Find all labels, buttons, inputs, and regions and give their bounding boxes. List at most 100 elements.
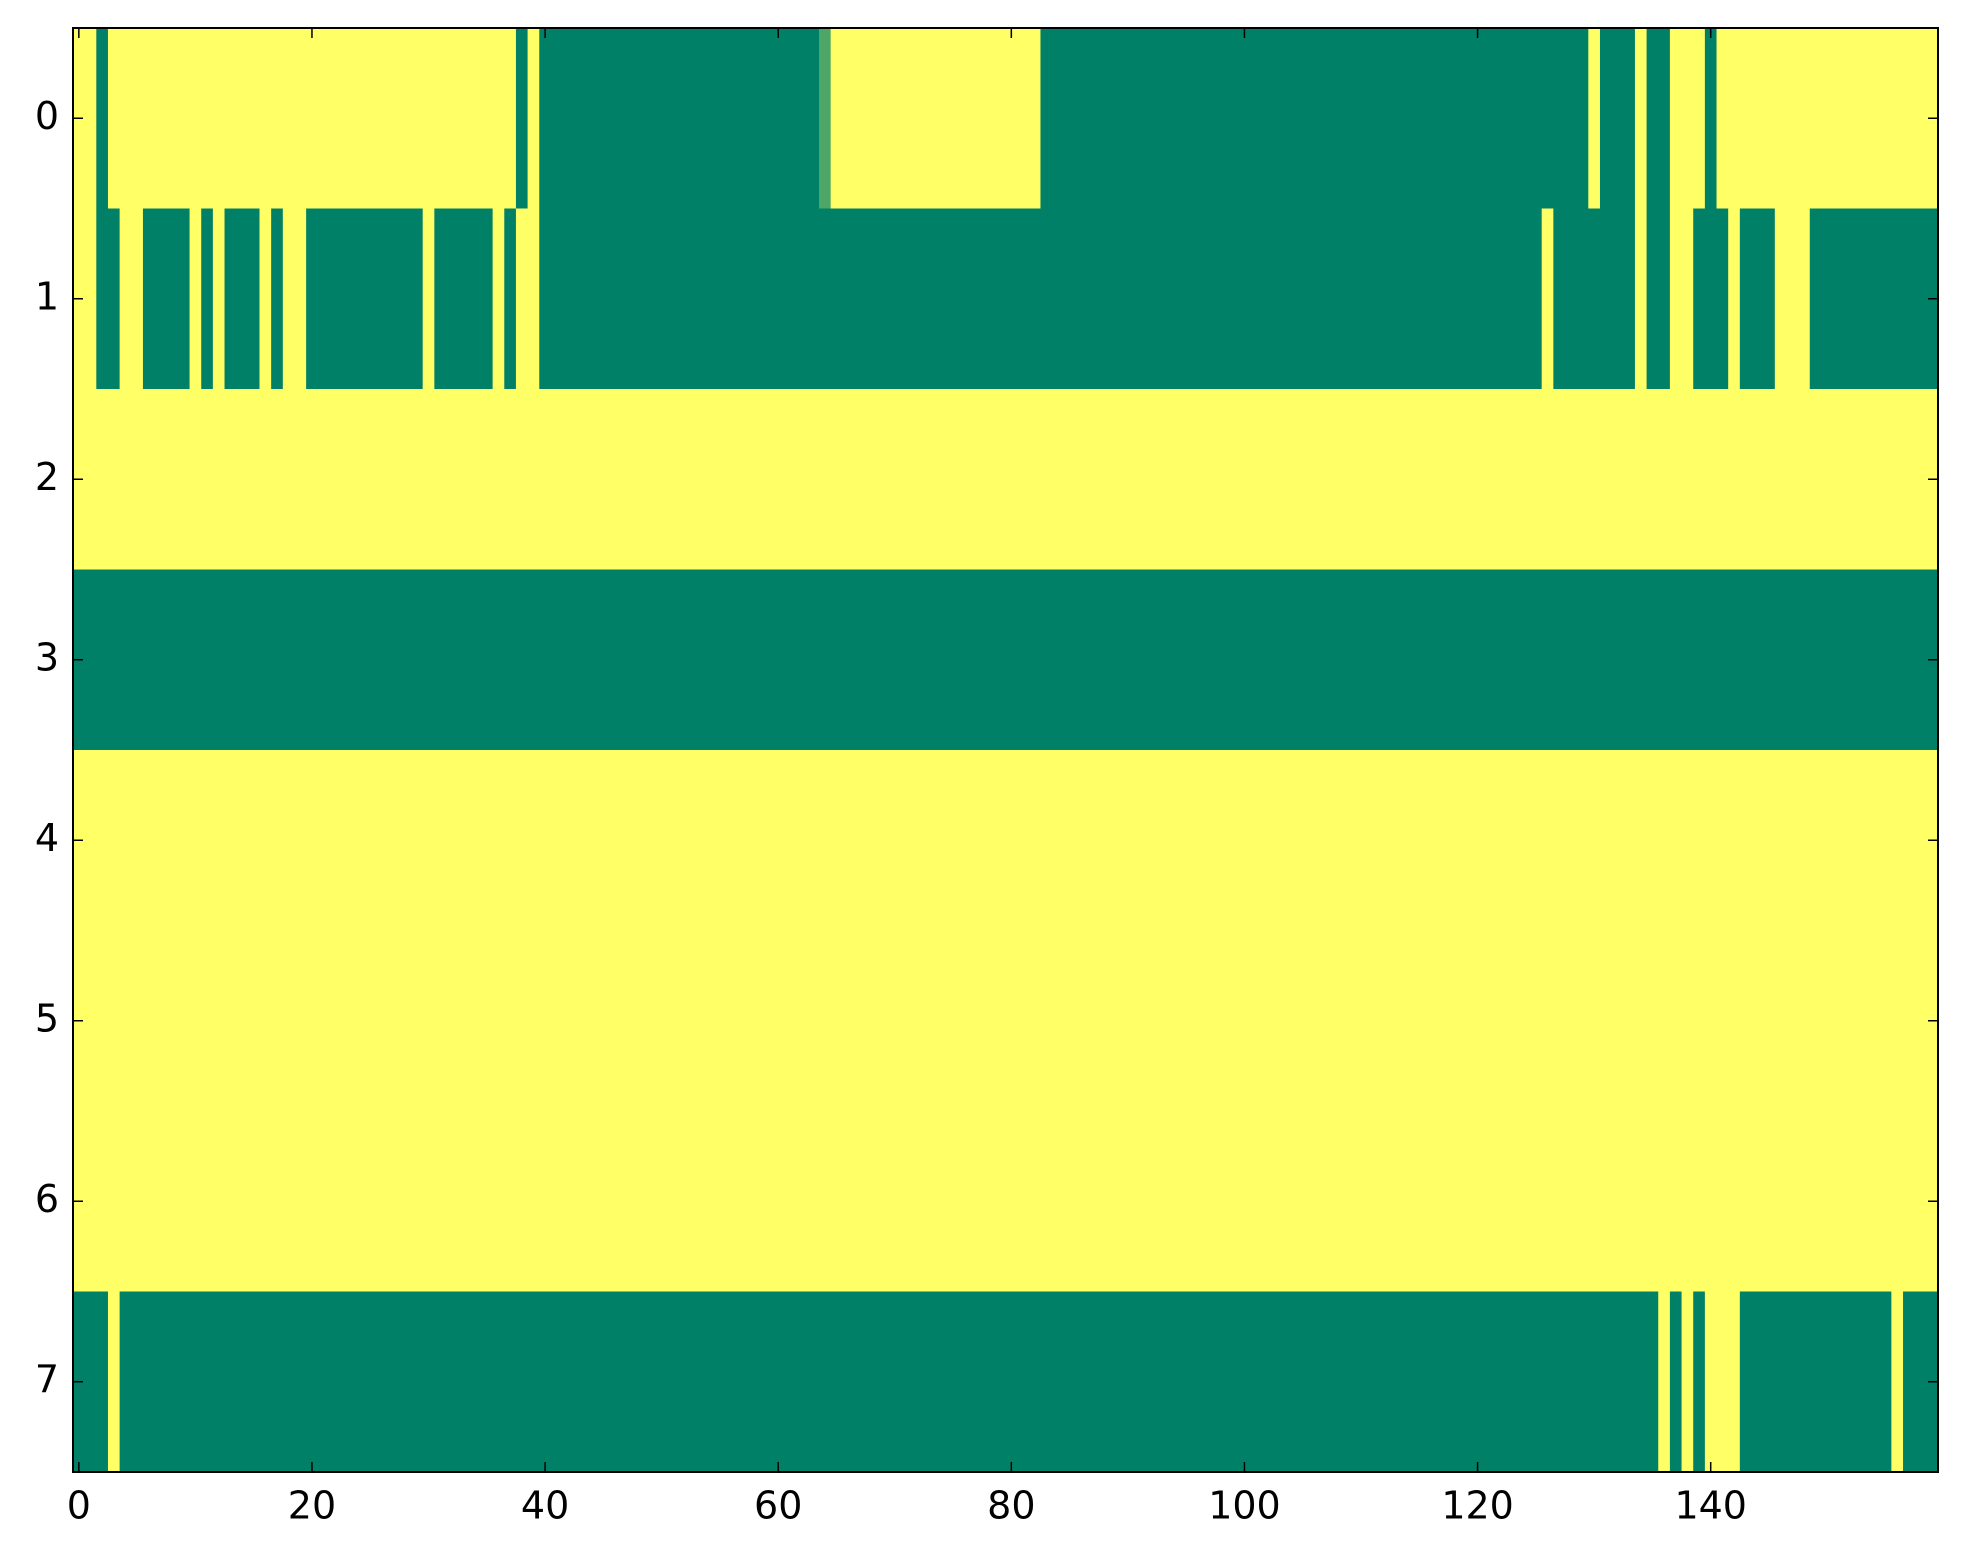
cell xyxy=(1110,1291,1123,1473)
cell xyxy=(1308,930,1321,1112)
cell xyxy=(446,1291,459,1473)
x-tick-label: 100 xyxy=(1208,1484,1281,1528)
cell xyxy=(1634,389,1648,571)
cell xyxy=(1704,930,1718,1112)
cell xyxy=(1425,930,1438,1112)
cell xyxy=(1553,750,1566,932)
cell xyxy=(1868,930,1881,1112)
cell xyxy=(1623,1291,1636,1473)
cell xyxy=(772,750,785,932)
cell xyxy=(1401,569,1415,751)
cell xyxy=(1285,750,1298,932)
cell xyxy=(364,1291,377,1473)
cell xyxy=(1448,750,1461,932)
cell xyxy=(853,750,867,932)
cell xyxy=(527,208,540,390)
cell xyxy=(714,750,727,932)
cell xyxy=(1075,208,1088,390)
cell xyxy=(1063,1111,1077,1293)
cell xyxy=(84,930,97,1112)
cell xyxy=(1541,208,1554,390)
cell xyxy=(1401,28,1415,210)
cell xyxy=(1693,389,1706,571)
cell xyxy=(434,208,447,390)
cell xyxy=(131,28,144,210)
cell xyxy=(1203,750,1216,932)
cell xyxy=(1518,930,1531,1112)
cell xyxy=(1774,28,1788,210)
cell xyxy=(1215,569,1228,751)
cell xyxy=(1506,389,1519,571)
cell xyxy=(341,750,354,932)
cell xyxy=(1483,389,1496,571)
cell xyxy=(154,750,167,932)
cell xyxy=(294,1111,307,1293)
cell xyxy=(107,930,121,1112)
cell xyxy=(830,28,843,210)
cell xyxy=(1495,28,1508,210)
cell xyxy=(236,1111,249,1293)
cell xyxy=(1238,1291,1251,1473)
cell xyxy=(1343,1291,1356,1473)
cell xyxy=(539,750,552,932)
y-tick-label: 6 xyxy=(35,1177,59,1221)
cell xyxy=(422,1291,435,1473)
cell xyxy=(1681,750,1694,932)
cell xyxy=(1343,208,1356,390)
cell xyxy=(457,208,470,390)
cell xyxy=(574,930,587,1112)
cell xyxy=(702,28,715,210)
x-tick-label: 20 xyxy=(288,1484,336,1528)
cell xyxy=(1739,208,1753,390)
cell xyxy=(865,1111,878,1293)
cell xyxy=(1261,389,1275,571)
cell xyxy=(888,208,902,390)
cell xyxy=(492,389,505,571)
cell xyxy=(1530,569,1543,751)
cell xyxy=(1681,389,1694,571)
cell xyxy=(96,569,109,751)
cell xyxy=(236,1291,249,1473)
cell xyxy=(446,569,459,751)
cell xyxy=(247,930,261,1112)
cell xyxy=(1122,1111,1135,1293)
cell xyxy=(1739,1291,1753,1473)
cell xyxy=(1040,1111,1053,1293)
cell xyxy=(1168,569,1181,751)
cell xyxy=(1763,28,1776,210)
cell xyxy=(1413,1111,1426,1293)
cell xyxy=(644,28,657,210)
cell xyxy=(795,28,808,210)
heatmap xyxy=(73,28,1939,1473)
cell xyxy=(690,389,704,571)
cell xyxy=(399,750,412,932)
x-tick-label: 40 xyxy=(521,1484,569,1528)
cell xyxy=(1052,569,1065,751)
cell xyxy=(1017,208,1030,390)
cell xyxy=(550,930,564,1112)
cell xyxy=(772,28,785,210)
cell xyxy=(795,1291,808,1473)
cell xyxy=(1203,389,1216,571)
cell xyxy=(830,208,843,390)
cell xyxy=(224,569,237,751)
cell xyxy=(364,208,377,390)
cell xyxy=(1856,930,1869,1112)
cell xyxy=(1681,208,1694,390)
cell xyxy=(1739,28,1753,210)
cell xyxy=(1052,930,1065,1112)
cell xyxy=(1844,1111,1858,1293)
cell xyxy=(1914,1111,1927,1293)
cell xyxy=(1553,1291,1566,1473)
cell xyxy=(1425,1291,1438,1473)
cell xyxy=(1250,930,1263,1112)
cell xyxy=(236,930,249,1112)
cell xyxy=(1017,930,1030,1112)
cell xyxy=(1914,750,1927,932)
cell xyxy=(1098,1111,1112,1293)
cell xyxy=(1145,930,1158,1112)
cell xyxy=(1180,930,1193,1112)
cell xyxy=(1658,930,1671,1112)
cell xyxy=(480,930,494,1112)
cell xyxy=(1215,389,1228,571)
